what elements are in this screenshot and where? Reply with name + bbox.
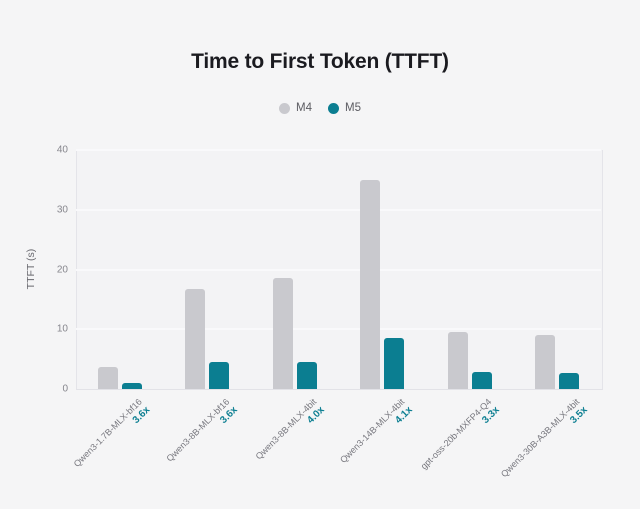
x-tick-0: Qwen3-1.7B-MLX-bf16 3.6x [71,396,153,478]
bar-m5-5 [559,373,579,389]
y-tick-label: 40 [56,144,68,156]
legend-marker-icon [279,102,291,114]
bar-m4-5 [535,335,555,389]
x-tick-4: gpt-oss-20b-MXFP4-Q4 3.3x [418,396,503,481]
y-tick-label: 10 [56,323,68,335]
bar-m4-4 [448,332,468,389]
chart-title: Time to First Token (TTFT) [191,50,449,73]
bar-m4-0 [98,367,118,389]
legend-label: M4 [296,102,312,114]
gridline-20 [76,268,601,271]
legend-marker-icon [328,102,339,114]
x-tick-5: Qwen3-30B-A3B-MLX-4bit 3.5x [498,396,590,488]
gridline-40 [76,149,601,151]
legend-label: M5 [345,102,361,114]
bar-m4-3 [360,180,380,389]
y-tick-label: 30 [56,204,68,216]
bar-m4-1 [185,289,205,389]
x-tick-3: Qwen3-14B-MLX-4bit 4.1x [337,396,415,474]
x-tick-label: Qwen3-30B-A3B-MLX-4bit [498,396,582,480]
x-tick-1: Qwen3-8B-MLX-bf16 3.6x [163,396,240,473]
bar-m5-3 [384,338,404,389]
gridline-10 [76,328,601,331]
bar-m5-2 [297,362,317,389]
speedup-label: 3.5x [567,404,590,427]
y-axis-title: TTFT (s) [25,248,37,290]
legend-item-m5[interactable]: M5 [328,102,361,114]
legend-item-m4[interactable]: M4 [279,102,312,114]
gridline-30 [76,208,601,211]
legend: M4 M5 [0,102,640,114]
x-tick-label: gpt-oss-20b-MXFP4-Q4 [418,396,494,472]
bar-m5-4 [472,372,492,389]
y-tick-label: 20 [56,264,68,275]
bar-m5-1 [209,362,229,389]
x-tick-2: Qwen3-8B-MLX-4bit 4.0x [253,396,328,471]
bar-m5-0 [122,383,142,389]
bar-m4-2 [273,278,293,389]
y-tick-label: 0 [62,383,68,395]
